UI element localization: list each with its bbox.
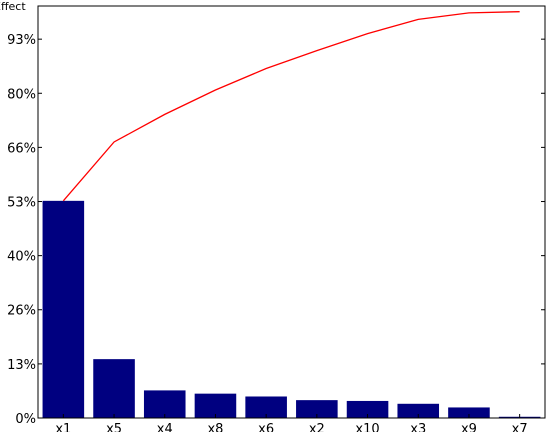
x-tick-label: x3 xyxy=(410,422,426,432)
bar-x3 xyxy=(397,403,440,418)
plot-background xyxy=(38,6,545,418)
bar-x10 xyxy=(346,400,389,418)
y-tick-label: 0% xyxy=(15,412,36,427)
bar-x9 xyxy=(448,407,490,418)
y-axis-label: Effect xyxy=(0,0,26,13)
x-tick-label: x6 xyxy=(258,422,274,432)
x-tick-label: x5 xyxy=(106,422,122,432)
plot-frame xyxy=(37,5,546,419)
bar-x1 xyxy=(42,200,85,418)
x-tick-label: x10 xyxy=(355,422,379,432)
bar-series xyxy=(42,200,541,418)
x-tick-label: x9 xyxy=(461,422,477,432)
bar-x6 xyxy=(245,396,287,418)
bar-x8 xyxy=(194,393,237,418)
x-tick-label: x8 xyxy=(207,422,223,432)
y-tick-label: 80% xyxy=(7,87,36,102)
x-tick-label: x4 xyxy=(157,422,173,432)
y-tick-label: 66% xyxy=(7,141,36,156)
x-tick-label: x7 xyxy=(512,422,528,432)
bar-x2 xyxy=(296,400,338,418)
bar-x4 xyxy=(143,390,186,418)
y-tick-label: 93% xyxy=(7,33,36,48)
cumulative-line xyxy=(62,11,520,202)
x-axis: x1 x5 x4 x8 x6 x2 x10 x3 x9 x7 xyxy=(55,414,528,432)
y-tick-label: 13% xyxy=(7,358,36,373)
y-tick-label: 26% xyxy=(7,304,36,319)
x-tick-label: x2 xyxy=(309,422,325,432)
bar-x5 xyxy=(93,359,135,418)
y-tick-label: 40% xyxy=(7,250,36,265)
y-tick-label: 53% xyxy=(7,196,36,211)
y-axis: 0% 13% 26% 40% 53% 66% 80% 93% xyxy=(7,33,545,427)
x-tick-label: x1 xyxy=(55,422,71,432)
